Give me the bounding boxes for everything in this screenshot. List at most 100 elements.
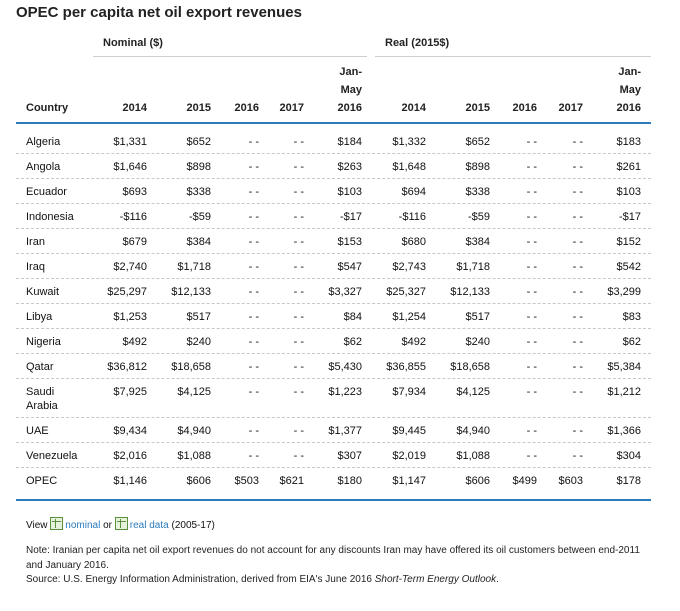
- table-header-rule: [16, 122, 651, 124]
- table-cell: $3,299: [607, 286, 641, 298]
- table-cell: $547: [337, 261, 362, 273]
- table-cell: $1,646: [113, 161, 147, 173]
- table-cell: $103: [616, 186, 641, 198]
- table-cell: $240: [465, 336, 490, 348]
- table-cell: - -: [293, 211, 304, 223]
- table-cell: $240: [186, 336, 211, 348]
- country-name: Ecuador: [26, 186, 67, 198]
- row-divider: [16, 467, 651, 468]
- table-cell: $9,445: [392, 425, 426, 437]
- table-cell: $25,327: [386, 286, 426, 298]
- table-cell: - -: [526, 386, 537, 398]
- table-cell: - -: [248, 425, 259, 437]
- page-title: OPEC per capita net oil export revenues: [16, 4, 302, 21]
- table-cell: $5,384: [607, 361, 641, 373]
- row-divider: [16, 203, 651, 204]
- table-cell: $1,254: [392, 311, 426, 323]
- table-cell: - -: [526, 186, 537, 198]
- table-cell: $4,125: [456, 386, 490, 398]
- table-cell: $178: [616, 475, 641, 487]
- table-cell: $2,019: [392, 450, 426, 462]
- table-cell: - -: [526, 286, 537, 298]
- table-cell: - -: [248, 261, 259, 273]
- table-cell: $83: [622, 311, 641, 323]
- table-cell: - -: [572, 361, 583, 373]
- header-nominal-janmay: Jan- May 2016: [337, 66, 362, 114]
- table-cell: $680: [401, 236, 426, 248]
- table-cell: $2,743: [392, 261, 426, 273]
- nominal-data-link[interactable]: nominal: [65, 520, 101, 531]
- table-cell: - -: [526, 261, 537, 273]
- table-cell: $338: [465, 186, 490, 198]
- table-cell: $9,434: [113, 425, 147, 437]
- table-cell: - -: [248, 311, 259, 323]
- table-cell: -$17: [339, 211, 362, 223]
- country-name: UAE: [26, 425, 49, 437]
- row-divider: [16, 228, 651, 229]
- table-cell: $898: [465, 161, 490, 173]
- table-cell: $652: [186, 136, 211, 148]
- table-cell: $679: [122, 236, 147, 248]
- table-cell: $503: [234, 475, 259, 487]
- table-cell: $1,718: [177, 261, 211, 273]
- country-name: Saudi: [26, 386, 55, 398]
- nominal-group-header: Nominal ($): [103, 37, 163, 49]
- table-cell: - -: [572, 161, 583, 173]
- country-name: OPEC: [26, 475, 58, 487]
- nominal-group-divider: [93, 56, 367, 57]
- table-cell: $1,332: [392, 136, 426, 148]
- table-cell: $12,133: [450, 286, 490, 298]
- table-cell: $36,812: [107, 361, 147, 373]
- table-cell: - -: [248, 186, 259, 198]
- real-group-header: Real (2015$): [385, 37, 450, 49]
- table-cell: - -: [293, 336, 304, 348]
- table-cell: $7,925: [113, 386, 147, 398]
- table-cell: $621: [279, 475, 304, 487]
- table-cell: $384: [186, 236, 211, 248]
- table-cell: $384: [465, 236, 490, 248]
- table-cell: - -: [572, 311, 583, 323]
- view-data-links: View nominal or real data (2005-17): [26, 517, 215, 531]
- table-cell: $18,658: [171, 361, 211, 373]
- table-cell: $2,016: [113, 450, 147, 462]
- table-cell: -$59: [188, 211, 211, 223]
- row-divider: [16, 178, 651, 179]
- table-cell: - -: [526, 311, 537, 323]
- table-cell: - -: [526, 211, 537, 223]
- table-cell: - -: [293, 450, 304, 462]
- view-label: View: [26, 520, 48, 531]
- table-cell: $4,940: [177, 425, 211, 437]
- country-name: Nigeria: [26, 336, 61, 348]
- row-divider: [16, 378, 651, 379]
- table-cell: -$116: [398, 211, 426, 223]
- table-cell: $84: [343, 311, 362, 323]
- table-cell: $652: [465, 136, 490, 148]
- table-cell: $4,125: [177, 386, 211, 398]
- table-cell: $492: [122, 336, 147, 348]
- country-name: Libya: [26, 311, 53, 323]
- table-cell: - -: [248, 161, 259, 173]
- table-cell: - -: [572, 386, 583, 398]
- spreadsheet-icon[interactable]: [114, 517, 128, 530]
- country-name: Angola: [26, 161, 61, 173]
- header-real-janmay: Jan- May 2016: [616, 66, 641, 114]
- table-cell: $1,088: [456, 450, 490, 462]
- table-cell: $606: [186, 475, 211, 487]
- table-cell: - -: [248, 211, 259, 223]
- row-divider: [16, 253, 651, 254]
- table-cell: $62: [343, 336, 362, 348]
- real-data-link[interactable]: real data: [129, 520, 169, 531]
- row-divider: [16, 328, 651, 329]
- table-cell: $1,146: [113, 475, 147, 487]
- table-cell: $62: [622, 336, 641, 348]
- source-text: Source: U.S. Energy Information Administ…: [26, 574, 499, 585]
- spreadsheet-icon[interactable]: [50, 517, 64, 530]
- table-cell: - -: [293, 161, 304, 173]
- header-real-2017: 2017: [558, 102, 583, 114]
- table-cell: - -: [293, 386, 304, 398]
- table-cell: - -: [572, 236, 583, 248]
- table-cell: - -: [526, 361, 537, 373]
- header-nominal-2016: 2016: [234, 102, 259, 114]
- real-group-divider: [375, 56, 651, 57]
- table-cell: - -: [293, 136, 304, 148]
